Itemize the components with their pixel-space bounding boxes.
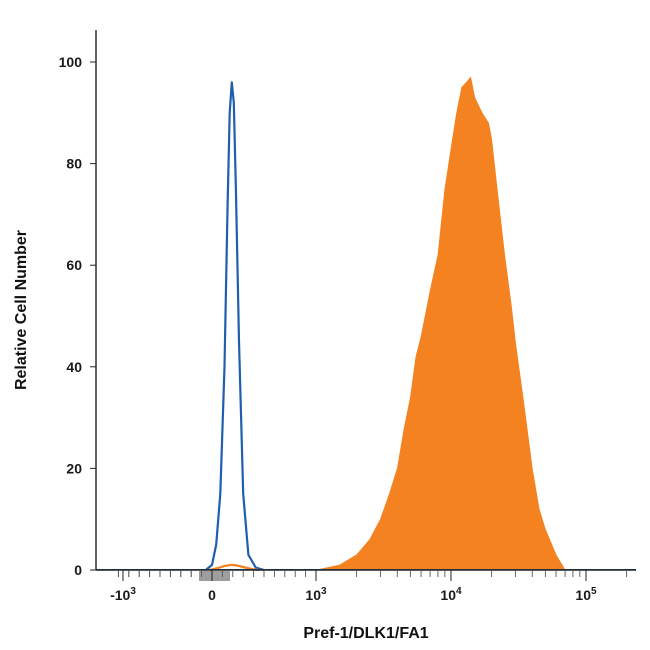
x-tick-label: -103 xyxy=(110,586,136,603)
x-tick-label: 104 xyxy=(440,586,462,603)
plot-area xyxy=(96,76,636,581)
y-tick-label: 80 xyxy=(66,156,82,172)
y-tick-label: 0 xyxy=(74,562,82,578)
series-2-line xyxy=(205,81,265,572)
y-tick-label: 20 xyxy=(66,460,82,476)
series-3-line xyxy=(209,563,259,572)
series-1-area xyxy=(315,76,566,571)
y-tick-label: 100 xyxy=(59,54,83,70)
x-tick-label: 103 xyxy=(305,586,327,603)
x-axis-title: Pref-1/DLK1/FA1 xyxy=(303,625,428,642)
x-tick-label: 0 xyxy=(208,587,216,603)
y-tick-label: 40 xyxy=(66,359,82,375)
axes: 0 20 40 60 80 100 -103 0 103 104 105 xyxy=(59,30,636,603)
x-tick-label: 105 xyxy=(575,586,597,603)
y-tick-label: 60 xyxy=(66,257,82,273)
gate-marker xyxy=(199,571,230,581)
y-axis-title: Relative Cell Number xyxy=(13,230,30,390)
